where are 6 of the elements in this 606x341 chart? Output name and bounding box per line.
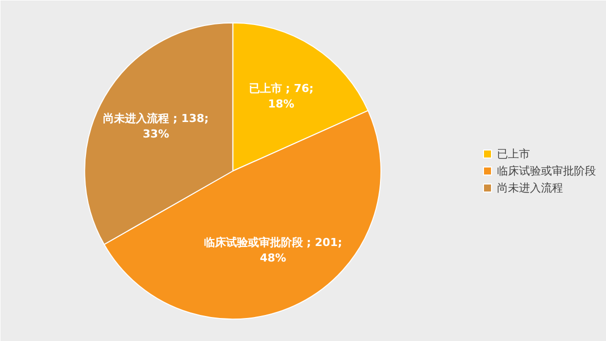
legend-label: 尚未进入流程 — [497, 180, 563, 195]
legend-label: 已上市 — [497, 146, 530, 161]
data-label: 尚未进入流程 ; 138; 33% — [103, 112, 209, 141]
data-label: 临床试验或审批阶段 ; 201; 48% — [204, 236, 342, 265]
data-label: 已上市 ; 76; 18% — [248, 82, 314, 111]
legend-label: 临床试验或审批阶段 — [497, 163, 596, 178]
